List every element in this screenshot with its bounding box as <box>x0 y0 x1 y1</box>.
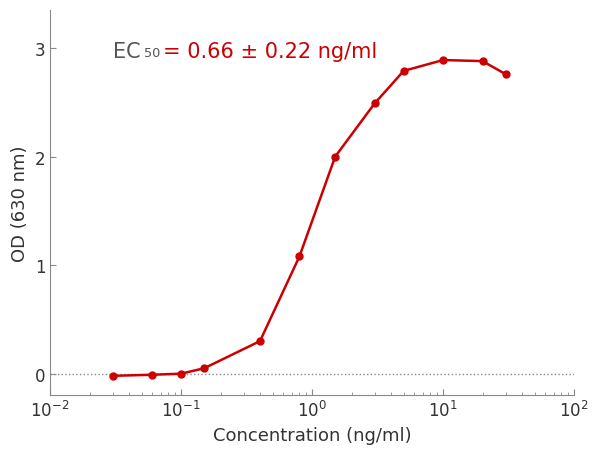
Y-axis label: OD (630 nm): OD (630 nm) <box>11 145 29 262</box>
Text: = 0.66 ± 0.22 ng/ml: = 0.66 ± 0.22 ng/ml <box>163 42 377 62</box>
X-axis label: Concentration (ng/ml): Concentration (ng/ml) <box>213 426 412 444</box>
Text: EC: EC <box>113 42 140 62</box>
Text: 50: 50 <box>144 47 161 60</box>
